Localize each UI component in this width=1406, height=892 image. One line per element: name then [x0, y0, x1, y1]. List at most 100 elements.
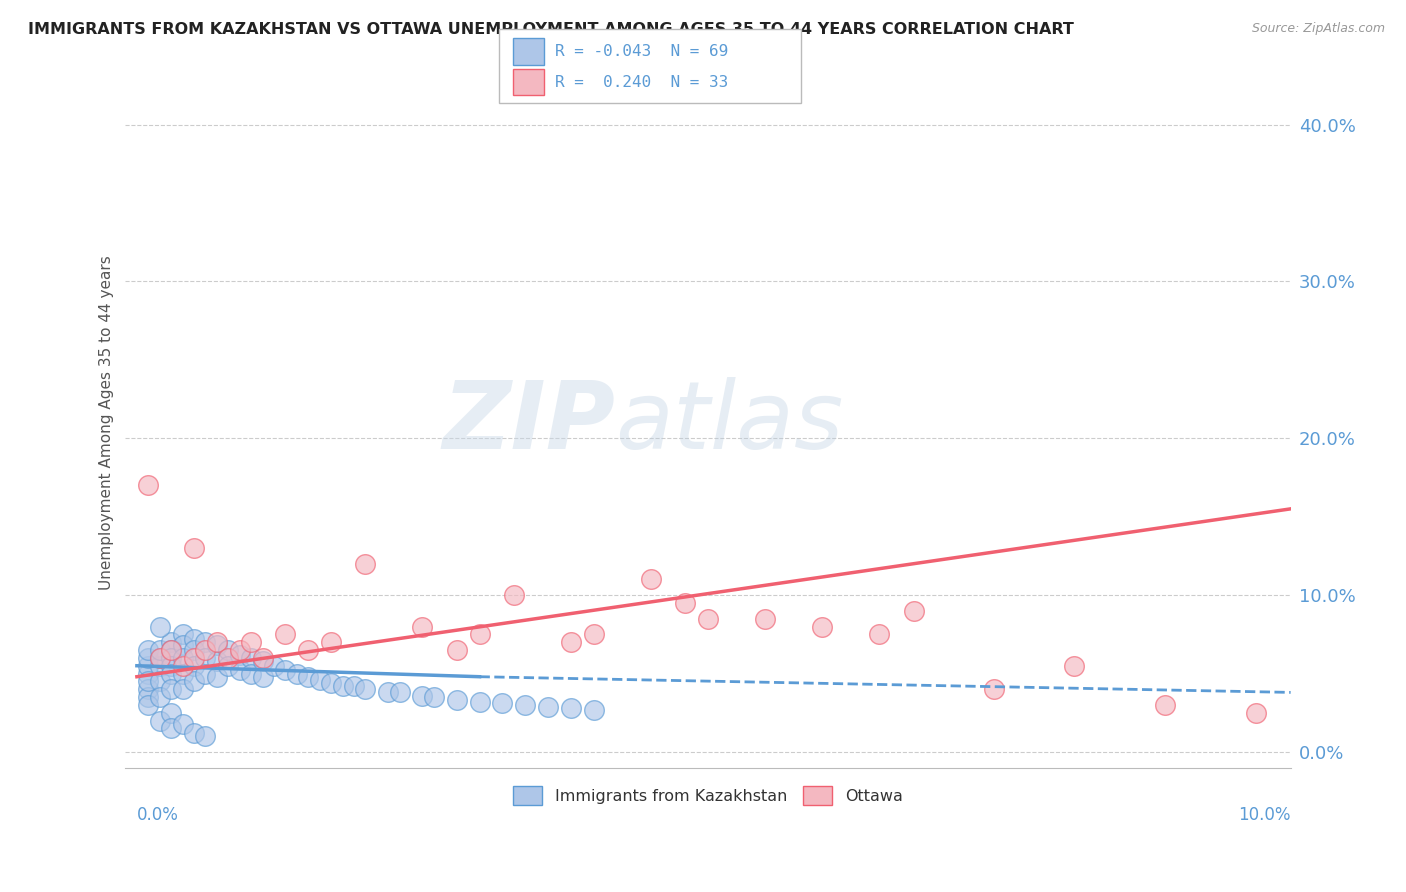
Point — [149, 674, 172, 689]
Point — [194, 651, 217, 665]
Point — [582, 703, 605, 717]
Point — [446, 693, 468, 707]
Point — [183, 541, 205, 555]
Point — [297, 670, 319, 684]
Point — [183, 643, 205, 657]
Point — [149, 643, 172, 657]
Point — [446, 643, 468, 657]
Point — [149, 658, 172, 673]
Point — [468, 627, 491, 641]
Point — [205, 670, 228, 684]
Point — [903, 604, 925, 618]
Point — [240, 651, 263, 665]
Text: 10.0%: 10.0% — [1239, 805, 1291, 823]
Point — [160, 643, 183, 657]
Point — [160, 643, 183, 657]
Text: Source: ZipAtlas.com: Source: ZipAtlas.com — [1251, 22, 1385, 36]
Point — [811, 619, 834, 633]
Point — [160, 666, 183, 681]
Point — [297, 643, 319, 657]
Point — [411, 619, 433, 633]
Point — [183, 726, 205, 740]
Point — [205, 635, 228, 649]
Point — [491, 697, 513, 711]
Point — [388, 685, 411, 699]
Point — [172, 666, 194, 681]
Point — [183, 658, 205, 673]
Point — [217, 651, 239, 665]
Point — [319, 635, 342, 649]
Point — [560, 635, 582, 649]
Point — [252, 670, 274, 684]
Point — [172, 627, 194, 641]
Text: atlas: atlas — [614, 377, 844, 468]
Point — [502, 588, 524, 602]
Point — [172, 716, 194, 731]
Point — [697, 612, 720, 626]
Point — [274, 664, 297, 678]
Point — [205, 638, 228, 652]
Point — [228, 643, 250, 657]
Text: R = -0.043  N = 69: R = -0.043 N = 69 — [555, 44, 728, 59]
Point — [582, 627, 605, 641]
Legend: Immigrants from Kazakhstan, Ottawa: Immigrants from Kazakhstan, Ottawa — [508, 780, 910, 812]
Point — [172, 682, 194, 697]
Point — [240, 666, 263, 681]
Point — [194, 729, 217, 743]
Point — [136, 658, 159, 673]
Point — [308, 673, 330, 687]
Point — [149, 690, 172, 705]
Point — [354, 682, 377, 697]
Point — [240, 635, 263, 649]
Point — [136, 690, 159, 705]
Text: IMMIGRANTS FROM KAZAKHSTAN VS OTTAWA UNEMPLOYMENT AMONG AGES 35 TO 44 YEARS CORR: IMMIGRANTS FROM KAZAKHSTAN VS OTTAWA UNE… — [28, 22, 1074, 37]
Point — [205, 654, 228, 668]
Point — [160, 635, 183, 649]
Point — [194, 666, 217, 681]
Point — [354, 557, 377, 571]
Point — [194, 643, 217, 657]
Point — [160, 682, 183, 697]
Point — [136, 674, 159, 689]
Point — [411, 689, 433, 703]
Point — [217, 658, 239, 673]
Point — [149, 651, 172, 665]
Point — [983, 682, 1005, 697]
Point — [136, 643, 159, 657]
Text: ZIP: ZIP — [441, 376, 614, 468]
Point — [136, 682, 159, 697]
Point — [263, 658, 285, 673]
Point — [640, 573, 662, 587]
Point — [172, 658, 194, 673]
Point — [136, 478, 159, 492]
Point — [228, 648, 250, 662]
Point — [673, 596, 696, 610]
Point — [515, 698, 537, 712]
Point — [560, 701, 582, 715]
Point — [754, 612, 776, 626]
Point — [136, 651, 159, 665]
Point — [172, 651, 194, 665]
Point — [136, 698, 159, 712]
Point — [252, 651, 274, 665]
Point — [136, 666, 159, 681]
Point — [183, 632, 205, 646]
Point — [194, 635, 217, 649]
Y-axis label: Unemployment Among Ages 35 to 44 years: Unemployment Among Ages 35 to 44 years — [100, 255, 114, 590]
Point — [332, 679, 354, 693]
Text: R =  0.240  N = 33: R = 0.240 N = 33 — [555, 75, 728, 89]
Point — [274, 627, 297, 641]
Point — [1063, 658, 1085, 673]
Point — [228, 664, 250, 678]
Point — [172, 638, 194, 652]
Point — [285, 666, 308, 681]
Point — [160, 651, 183, 665]
Point — [160, 658, 183, 673]
Point — [537, 699, 560, 714]
Point — [423, 690, 446, 705]
Point — [183, 674, 205, 689]
Point — [183, 651, 205, 665]
Point — [343, 679, 366, 693]
Point — [319, 676, 342, 690]
Point — [217, 643, 239, 657]
